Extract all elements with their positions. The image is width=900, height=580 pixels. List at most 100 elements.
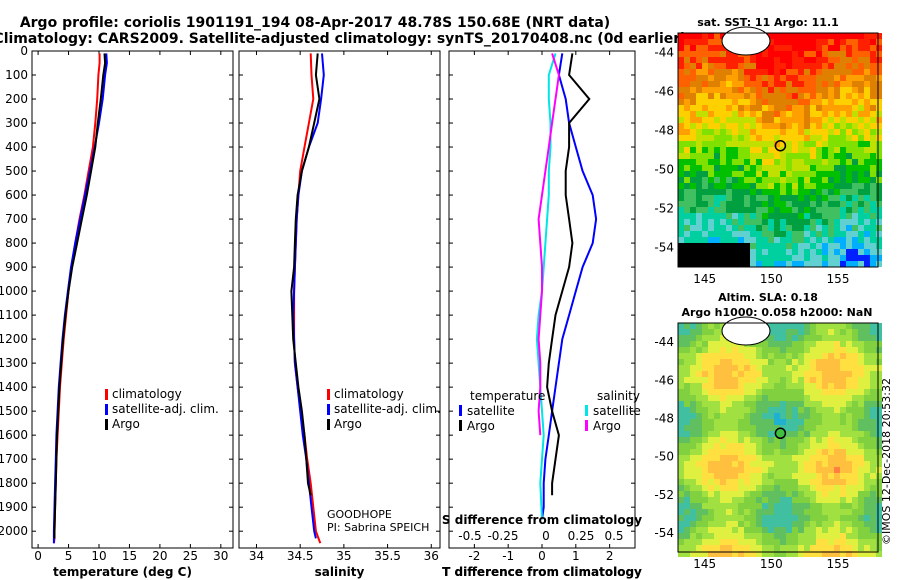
map-cell — [858, 377, 864, 383]
map-cell — [780, 75, 786, 81]
map-cell — [864, 57, 870, 63]
map-cell — [816, 69, 822, 75]
map-cell — [870, 365, 876, 371]
map-cell — [846, 473, 852, 479]
map-cell — [828, 165, 834, 171]
map-cell — [846, 159, 852, 165]
map-cell — [684, 497, 690, 503]
map-cell — [822, 419, 828, 425]
map-cell — [828, 425, 834, 431]
map-cell — [786, 437, 792, 443]
map-cell — [816, 329, 822, 335]
map-cell — [852, 461, 858, 467]
map-x-tick-label: 155 — [827, 557, 850, 571]
map-cell — [768, 353, 774, 359]
map-cell — [822, 437, 828, 443]
map-cell — [858, 33, 864, 39]
map-cell — [744, 371, 750, 377]
map-cell — [708, 39, 714, 45]
map-cell — [708, 533, 714, 539]
map-cell — [684, 515, 690, 521]
map-cell — [822, 45, 828, 51]
map-cell — [774, 521, 780, 527]
map-cell — [696, 231, 702, 237]
map-cell — [762, 141, 768, 147]
map-cell — [768, 377, 774, 383]
map-cell — [810, 485, 816, 491]
map-cell — [822, 159, 828, 165]
map-cell — [738, 135, 744, 141]
map-cell — [732, 425, 738, 431]
map-cell — [750, 551, 756, 557]
map-cell — [786, 231, 792, 237]
map-cell — [732, 159, 738, 165]
map-cell — [858, 39, 864, 45]
map-cell — [684, 57, 690, 63]
map-cell — [840, 407, 846, 413]
map-cell — [690, 545, 696, 551]
map-cell — [828, 449, 834, 455]
map-cell — [870, 509, 876, 515]
map-cell — [816, 63, 822, 69]
map-cell — [744, 195, 750, 201]
map-cell — [696, 117, 702, 123]
map-cell — [846, 225, 852, 231]
map-cell — [828, 105, 834, 111]
map-cell — [792, 545, 798, 551]
map-cell — [798, 323, 804, 329]
map-cell — [726, 389, 732, 395]
map-cell — [810, 419, 816, 425]
map-cell — [786, 497, 792, 503]
map-cell — [870, 461, 876, 467]
map-cell — [774, 255, 780, 261]
map-cell — [876, 491, 882, 497]
map-cell — [828, 255, 834, 261]
map-cell — [792, 45, 798, 51]
map-cell — [834, 515, 840, 521]
map-cell — [774, 111, 780, 117]
map-cell — [714, 63, 720, 69]
map-cell — [834, 395, 840, 401]
map-cell — [702, 39, 708, 45]
top-tick-label: -0.25 — [487, 529, 518, 543]
map-cell — [726, 371, 732, 377]
legend-swatch — [327, 389, 330, 400]
map-cell — [834, 389, 840, 395]
map-cell — [852, 165, 858, 171]
map-cell — [798, 359, 804, 365]
map-cell — [708, 51, 714, 57]
map-cell — [816, 539, 822, 545]
map-cell — [798, 431, 804, 437]
map-cell — [852, 371, 858, 377]
map-cell — [864, 407, 870, 413]
map-cell — [720, 383, 726, 389]
map-cell — [702, 527, 708, 533]
map-cell — [840, 395, 846, 401]
legend-swatch — [585, 405, 588, 416]
map-cell — [684, 335, 690, 341]
map-cell — [726, 425, 732, 431]
map-cell — [720, 93, 726, 99]
series-line-argo — [53, 53, 107, 539]
map-cell — [702, 81, 708, 87]
map-cell — [678, 63, 684, 69]
map-cell — [756, 57, 762, 63]
map-cell — [744, 165, 750, 171]
map-cell — [678, 57, 684, 63]
y-tick-label: 900 — [5, 260, 28, 274]
map-cell — [726, 551, 732, 557]
map-cell — [690, 99, 696, 105]
map-cell — [738, 419, 744, 425]
legend-swatch — [459, 420, 462, 431]
map-cell — [702, 455, 708, 461]
map-cell — [834, 497, 840, 503]
map-cell — [684, 87, 690, 93]
map-cell — [726, 117, 732, 123]
map-cell — [804, 365, 810, 371]
map-cell — [798, 51, 804, 57]
map-cell — [798, 69, 804, 75]
map-cell — [792, 473, 798, 479]
map-cell — [876, 63, 882, 69]
map-cell — [852, 159, 858, 165]
map-cell — [756, 455, 762, 461]
